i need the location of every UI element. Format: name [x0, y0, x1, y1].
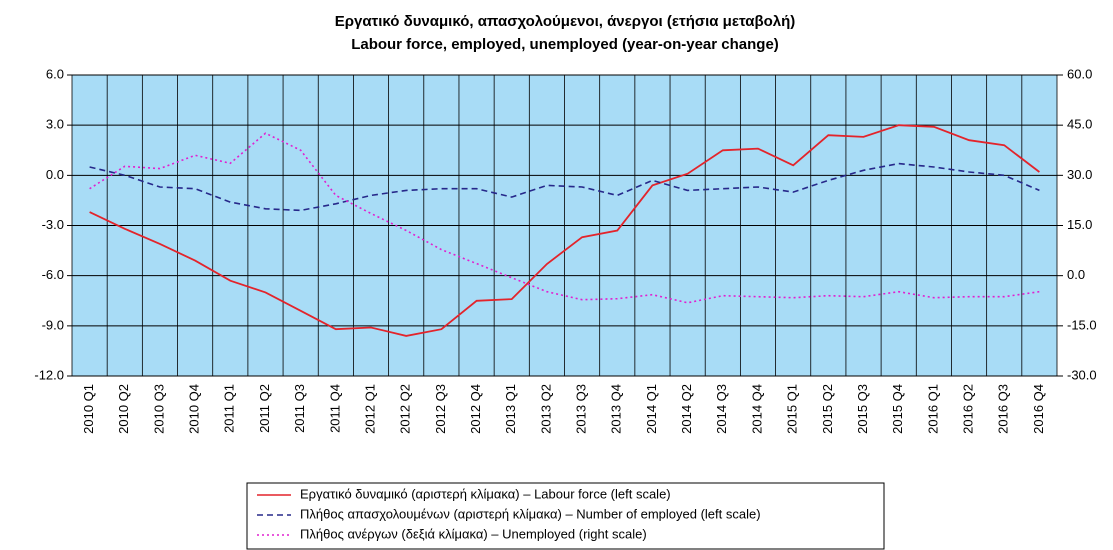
x-tick-label: 2010 Q4	[187, 384, 202, 434]
x-tick-label: 2016 Q3	[996, 384, 1011, 434]
legend-label: Εργατικό δυναμικό (αριστερή κλίμακα) – L…	[300, 486, 671, 501]
x-tick-label: 2016 Q4	[1031, 384, 1046, 434]
x-tick-label: 2016 Q1	[925, 384, 940, 434]
x-tick-label: 2015 Q2	[820, 384, 835, 434]
x-tick-label: 2013 Q4	[609, 384, 624, 434]
y2-tick-label: 15.0	[1067, 217, 1092, 232]
x-tick-label: 2011 Q1	[222, 384, 237, 433]
series-line	[89, 124, 1040, 337]
chart-subtitle: Labour force, employed, unemployed (year…	[351, 36, 779, 53]
x-tick-label: 2016 Q2	[960, 384, 975, 434]
x-tick-label: 2014 Q1	[644, 384, 659, 434]
legend-box	[246, 482, 885, 550]
x-tick-label: 2011 Q4	[327, 384, 342, 433]
x-tick-label: 2012 Q1	[362, 384, 377, 434]
y-tick-label: 3.0	[46, 117, 64, 132]
y2-tick-label: 30.0	[1067, 167, 1092, 182]
x-tick-label: 2014 Q2	[679, 384, 694, 434]
x-tick-label: 2013 Q2	[538, 384, 553, 434]
x-tick-label: 2011 Q2	[257, 384, 272, 433]
x-tick-label: 2014 Q4	[749, 384, 764, 434]
x-tick-label: 2013 Q1	[503, 384, 518, 434]
legend-label: Πλήθος ανέργων (δεξιά κλίμακα) – Unemplo…	[300, 526, 647, 541]
x-tick-label: 2010 Q3	[151, 384, 166, 434]
y-tick-label: -3.0	[42, 217, 64, 232]
y-tick-label: 0.0	[46, 167, 64, 182]
legend-label: Πλήθος απασχολουμένων (αριστερή κλίμακα)…	[300, 506, 761, 521]
y-tick-label: -6.0	[42, 267, 64, 282]
x-tick-label: 2015 Q3	[855, 384, 870, 434]
y2-tick-label: 45.0	[1067, 117, 1092, 132]
y2-tick-label: -30.0	[1067, 367, 1097, 382]
x-tick-label: 2010 Q2	[116, 384, 131, 434]
y2-tick-label: 60.0	[1067, 66, 1092, 81]
y2-tick-label: -15.0	[1067, 317, 1097, 332]
y-tick-label: -12.0	[34, 367, 64, 382]
y-tick-label: -9.0	[42, 317, 64, 332]
x-tick-label: 2014 Q3	[714, 384, 729, 434]
x-tick-label: 2015 Q1	[785, 384, 800, 434]
series-line	[89, 162, 1040, 212]
x-tick-label: 2012 Q3	[433, 384, 448, 434]
chart-title: Εργατικό δυναμικό, απασχολούμενοι, άνεργ…	[335, 13, 796, 30]
y2-tick-label: 0.0	[1067, 267, 1085, 282]
x-tick-label: 2010 Q1	[81, 384, 96, 434]
y-tick-label: 6.0	[46, 66, 64, 81]
x-tick-label: 2011 Q3	[292, 384, 307, 433]
x-tick-label: 2012 Q4	[468, 384, 483, 434]
x-tick-label: 2013 Q3	[574, 384, 589, 434]
x-tick-label: 2012 Q2	[398, 384, 413, 434]
x-tick-label: 2015 Q4	[890, 384, 905, 434]
